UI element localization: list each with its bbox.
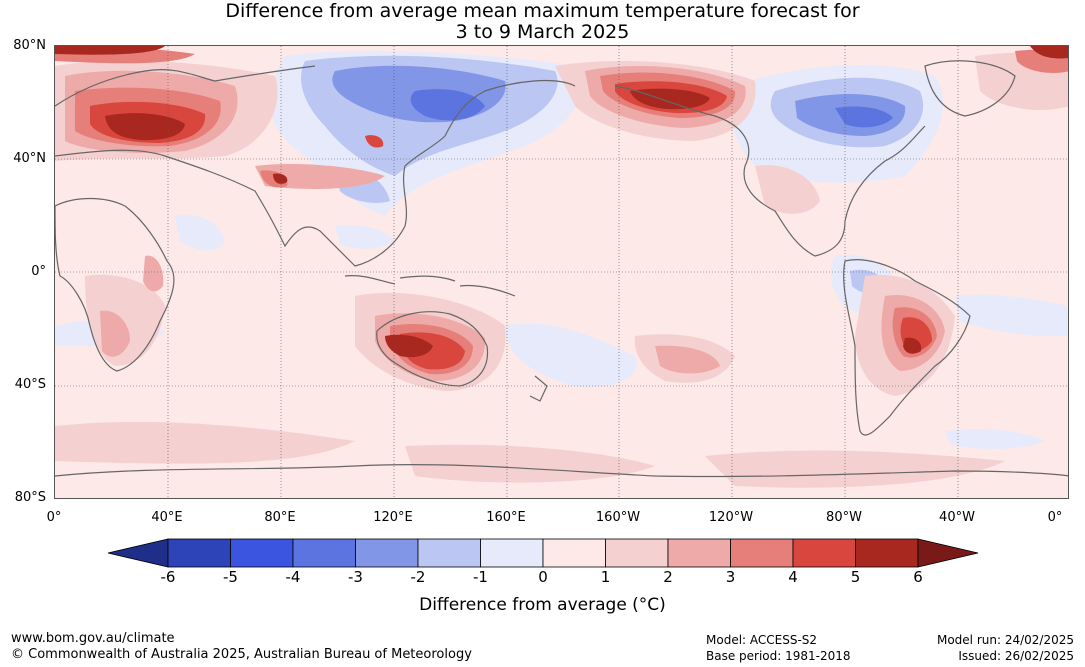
colorbar-tick-label: 6 (913, 568, 923, 586)
lon-label-80w: 80°W (826, 510, 862, 525)
map-canvas (55, 46, 1068, 498)
footer-website: www.bom.gov.au/climate (11, 631, 175, 646)
temperature-anomaly-map (54, 45, 1069, 499)
lat-label-80s: 80°S (14, 490, 46, 505)
anomaly-regions-5-6 (55, 46, 1068, 358)
colorbar-tick-label: -1 (473, 568, 488, 586)
colorbar-tick-label: -2 (410, 568, 426, 586)
colorbar-tick-label: -3 (348, 568, 363, 586)
colorbar-segment (417, 538, 481, 568)
lon-label-40w: 40°W (939, 510, 975, 525)
colorbar-segment (605, 538, 669, 568)
colorbar-tick-label: 1 (600, 568, 611, 586)
colorbar-tick-label: 0 (538, 568, 548, 586)
colorbar-segment (667, 538, 731, 568)
colorbar-segment (167, 538, 231, 568)
colorbar-tick-label: -5 (223, 568, 238, 586)
colorbar-segment (355, 538, 419, 568)
map-title-line-1: Difference from average mean maximum tem… (225, 0, 860, 22)
colorbar-tick-label: 4 (788, 568, 798, 586)
lon-label-120e: 120°E (373, 510, 413, 525)
colorbar-label: Difference from average (°C) (419, 595, 666, 615)
lon-label-160e: 160°E (486, 510, 526, 525)
lat-label-equator: 0° (31, 264, 46, 279)
colorbar-segment (542, 538, 606, 568)
anomaly-regions-minus4-minus3 (410, 89, 893, 128)
lon-label-80e: 80°E (264, 510, 296, 525)
map-grid-lines (55, 46, 1068, 498)
lon-label-0-right: 0° (1047, 510, 1063, 525)
footer-model-run: Model run: 24/02/2025 (936, 633, 1074, 647)
lat-label-80n: 80°N (13, 38, 46, 53)
colorbar-tick-label: 3 (725, 568, 736, 586)
colorbar-tick-label: -6 (160, 568, 176, 586)
colorbar-segment (230, 538, 294, 568)
lon-label-40e: 40°E (151, 510, 183, 525)
footer-issued: Issued: 26/02/2025 (958, 649, 1074, 663)
colorbar-segment (292, 538, 356, 568)
colorbar-extend-low (107, 538, 169, 568)
colorbar-tick-label: 5 (850, 568, 861, 586)
colorbar-segment (730, 538, 794, 568)
colorbar-segment (792, 538, 856, 568)
lon-label-120w: 120°W (708, 510, 754, 525)
lat-label-40s: 40°S (14, 377, 46, 392)
colorbar-tick-label: 2 (663, 568, 673, 586)
footer-base-period: Base period: 1981-2018 (706, 649, 851, 663)
footer-copyright: © Commonwealth of Australia 2025, Austra… (11, 647, 472, 662)
lon-label-0-left: 0° (46, 510, 62, 525)
colorbar-segment (480, 538, 544, 568)
map-title-line-2: 3 to 9 March 2025 (455, 21, 630, 43)
footer-model: Model: ACCESS-S2 (706, 633, 818, 647)
coastlines (55, 60, 1068, 478)
lat-label-40n: 40°N (13, 151, 46, 166)
colorbar-segment (855, 538, 919, 568)
colorbar-tick-label: -4 (285, 568, 301, 586)
lon-label-160w: 160°W (595, 510, 641, 525)
colorbar (107, 538, 979, 568)
colorbar-extend-high (917, 538, 979, 568)
